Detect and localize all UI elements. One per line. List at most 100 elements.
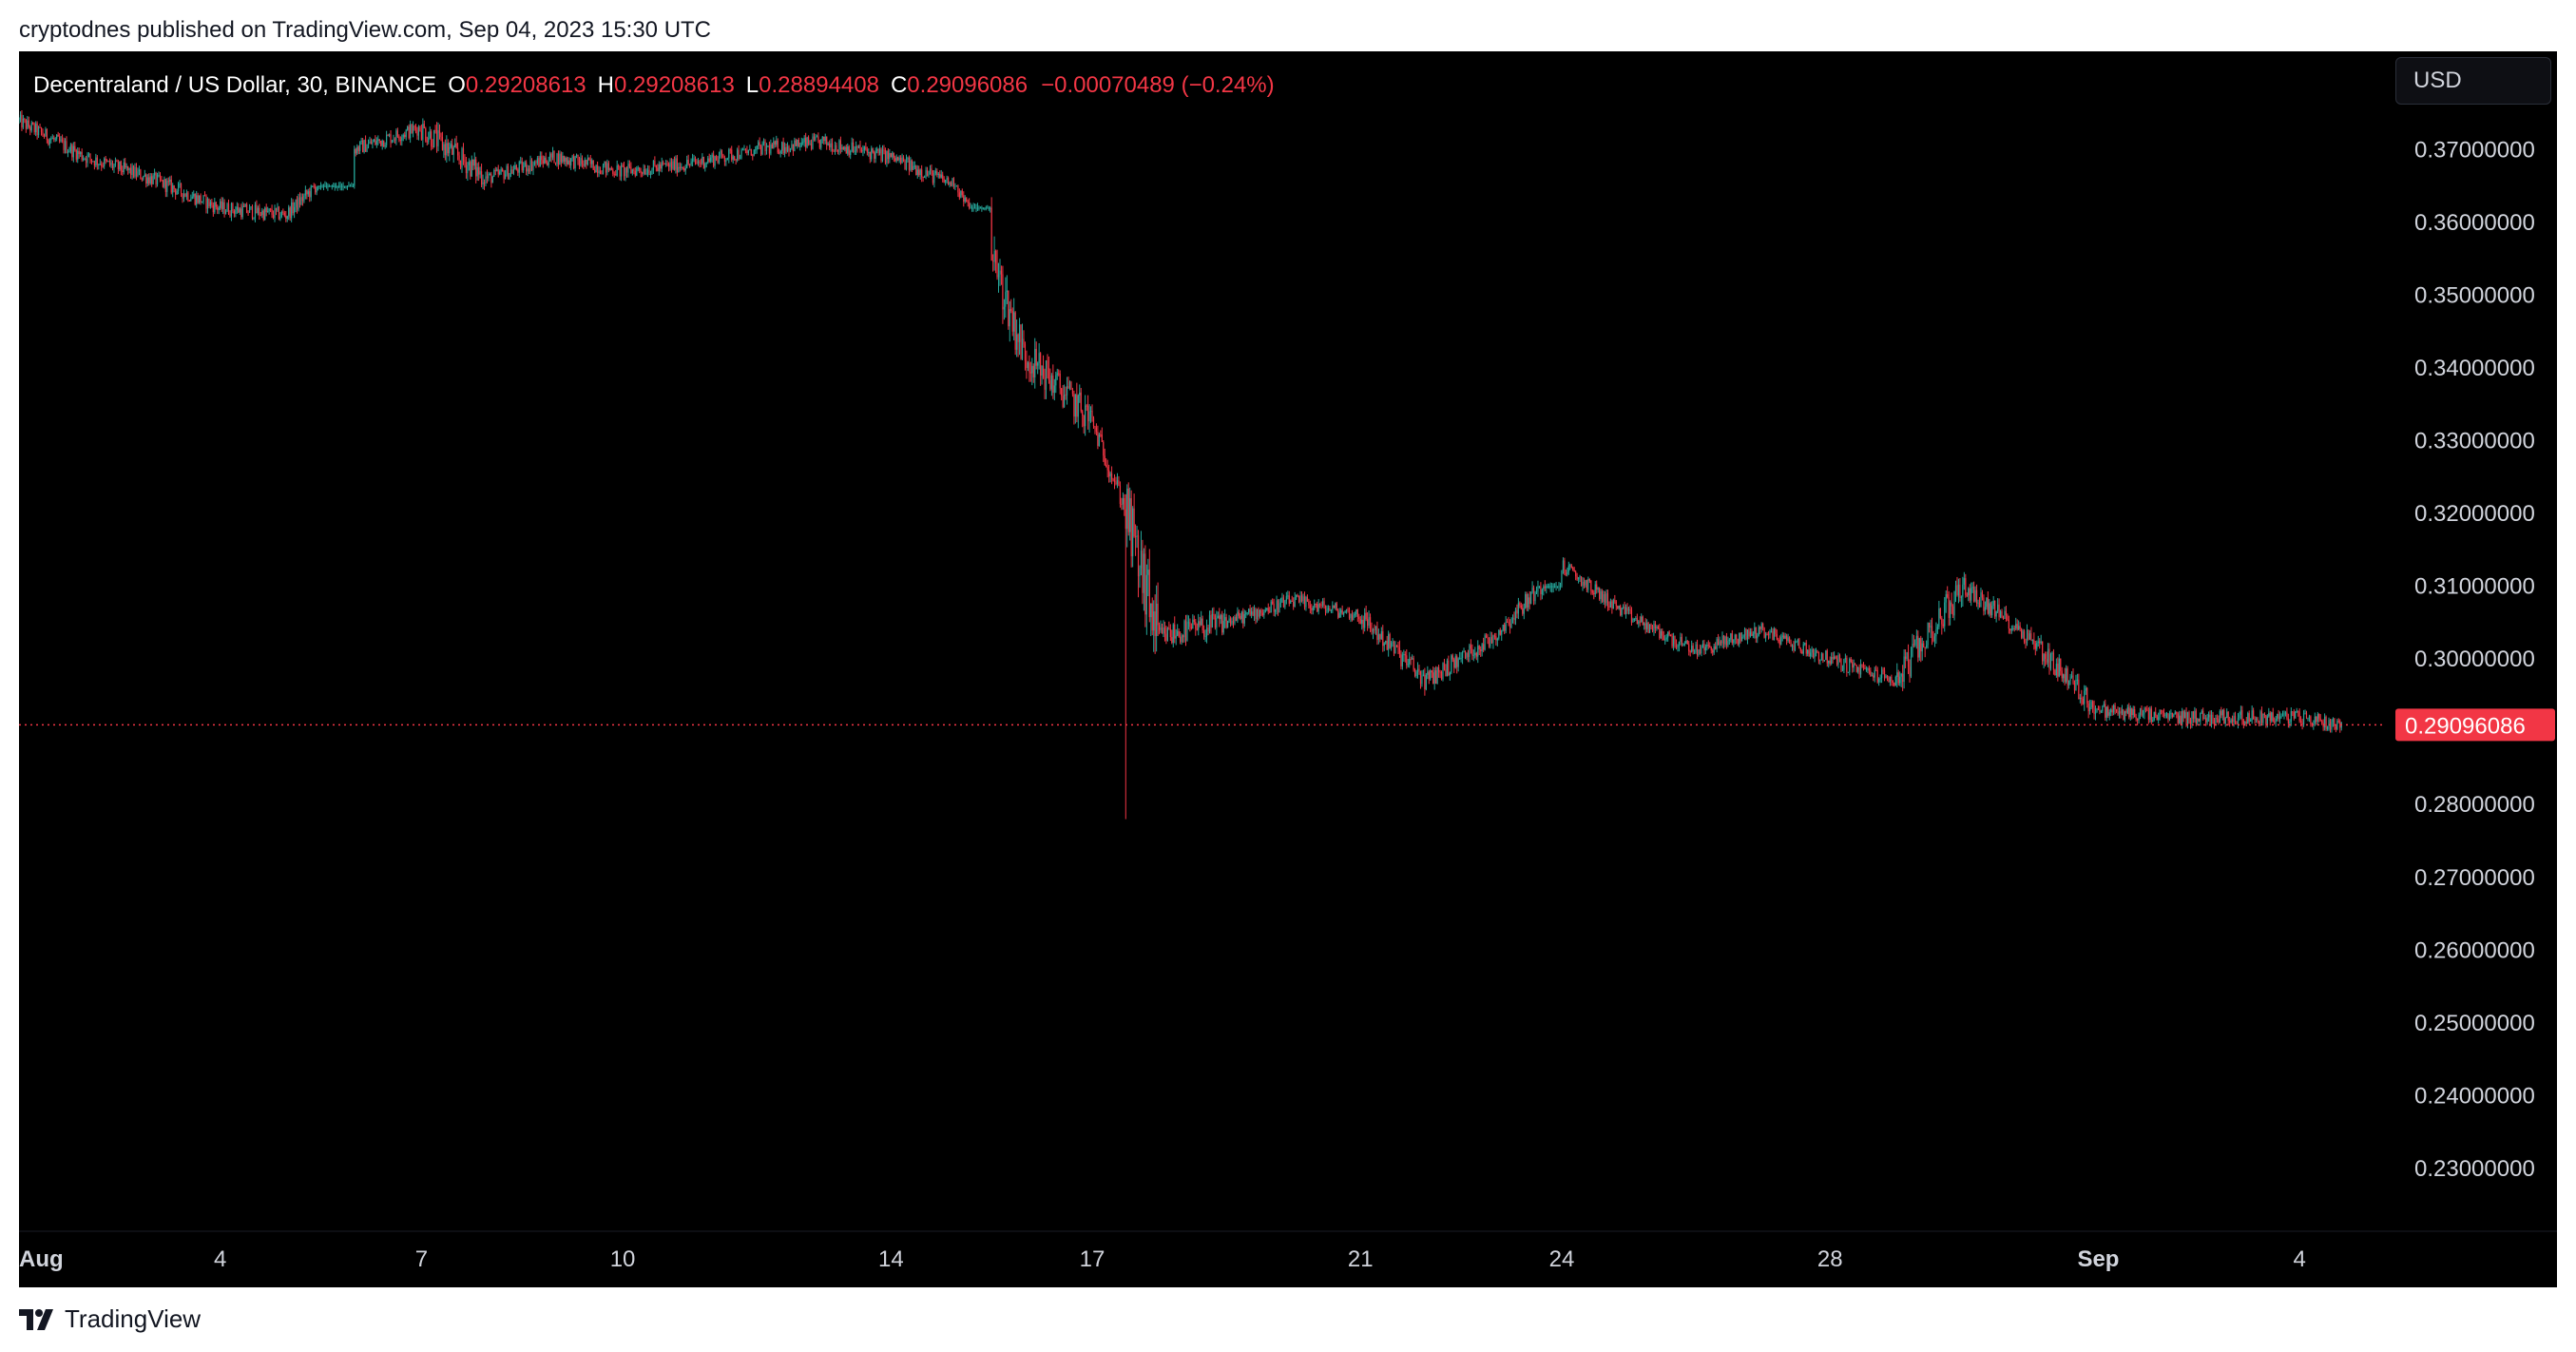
candle-body	[1071, 389, 1074, 395]
candle-body	[949, 182, 951, 185]
candle-body	[419, 126, 421, 131]
candle-body	[383, 140, 385, 147]
candle-body	[2179, 715, 2181, 724]
candle-body	[153, 172, 156, 176]
candle-body	[148, 177, 150, 183]
candle-body	[1508, 622, 1509, 624]
candle-body	[1947, 594, 1949, 598]
candle-body	[675, 158, 677, 170]
candle-body	[1488, 638, 1490, 647]
candle-body	[504, 174, 507, 180]
candle-body	[694, 158, 697, 163]
candle-body	[1166, 628, 1168, 641]
candle-body	[1477, 646, 1479, 657]
candle-body	[500, 168, 502, 172]
candle-body	[1548, 586, 1550, 588]
candle-body	[29, 126, 31, 131]
candle-body	[1807, 649, 1809, 654]
candle-body	[1678, 641, 1681, 647]
candle-body	[127, 166, 129, 170]
candle-body	[2150, 708, 2152, 723]
candle-body	[1428, 671, 1430, 680]
candle-body	[881, 149, 884, 162]
candle-body	[206, 199, 209, 209]
candle-body	[369, 141, 371, 144]
candle-body	[324, 185, 326, 187]
candle-body	[1065, 394, 1067, 396]
candle-body	[1963, 578, 1965, 585]
candle-body	[1199, 621, 1201, 626]
candle-body	[1757, 635, 1759, 639]
candle-body	[1918, 638, 1920, 658]
candle-body	[327, 185, 329, 187]
candle-body	[1024, 344, 1027, 361]
candle-body	[1618, 605, 1620, 609]
candle-body	[1242, 611, 1244, 624]
candle-body	[387, 135, 389, 137]
candle-body	[1583, 581, 1586, 586]
candle-body	[2331, 722, 2333, 730]
candle-body	[1989, 603, 1990, 614]
candle-body	[539, 156, 541, 167]
candle-body	[1822, 653, 1824, 661]
candle-body	[518, 162, 520, 173]
currency-button[interactable]: USD	[2395, 57, 2551, 105]
candle-body	[2004, 610, 2006, 619]
candle-body	[1597, 588, 1599, 590]
candle-body	[2233, 716, 2235, 723]
candle-body	[1287, 595, 1289, 597]
candle-body	[710, 157, 712, 162]
candle-body	[1846, 657, 1848, 672]
candle-body	[795, 140, 797, 146]
candle-body	[2313, 723, 2315, 725]
price-chart[interactable]: 0.370000000.360000000.350000000.34000000…	[19, 51, 2557, 1287]
candle-body	[251, 206, 254, 219]
candle-body	[682, 166, 683, 168]
candle-body	[1498, 629, 1500, 639]
candle-body	[1514, 609, 1517, 621]
candle-body	[468, 162, 470, 165]
candle-body	[1585, 580, 1586, 586]
candle-body	[2192, 711, 2195, 719]
candle-body	[874, 152, 875, 159]
candle-body	[386, 135, 388, 145]
candle-body	[2170, 712, 2172, 715]
candle-body	[1475, 652, 1477, 657]
candle-body	[658, 164, 660, 172]
candle-body	[2103, 704, 2105, 706]
candle-body	[2268, 712, 2270, 717]
candle-body	[1240, 611, 1242, 619]
chart-area[interactable]: 0.37000000 0.36000000 0.35000000 0.34000000…	[19, 51, 2557, 1287]
candle-body	[336, 185, 338, 187]
candle-body	[122, 170, 124, 173]
candle-body	[2028, 633, 2031, 640]
candle-body	[1136, 535, 1138, 537]
candle-body	[1724, 636, 1726, 645]
candle-body	[1709, 646, 1711, 647]
candle-body	[98, 164, 100, 165]
candle-body	[760, 145, 762, 155]
candle-body	[1564, 560, 1566, 574]
candle-body	[1436, 666, 1438, 685]
candle-body	[1831, 657, 1833, 665]
candle-body	[57, 135, 59, 137]
candle-body	[2097, 708, 2100, 710]
candle-body	[1403, 654, 1405, 656]
candle-body	[756, 145, 758, 150]
candle-body	[931, 168, 932, 171]
candle-body	[2102, 705, 2104, 712]
candle-body	[1422, 674, 1425, 676]
candle-body	[592, 160, 594, 170]
candle-body	[2244, 722, 2246, 724]
candle-body	[1418, 668, 1420, 672]
candle-body	[229, 214, 231, 217]
candle-body	[1703, 643, 1705, 651]
candle-body	[134, 166, 136, 178]
tradingview-logo[interactable]: TradingView	[19, 1304, 201, 1334]
tradingview-icon	[19, 1308, 53, 1330]
candle-body	[1543, 586, 1545, 590]
candle-body	[1330, 609, 1332, 611]
candle-body	[435, 129, 438, 146]
candle-body	[526, 162, 528, 172]
candle-body	[2040, 641, 2042, 644]
